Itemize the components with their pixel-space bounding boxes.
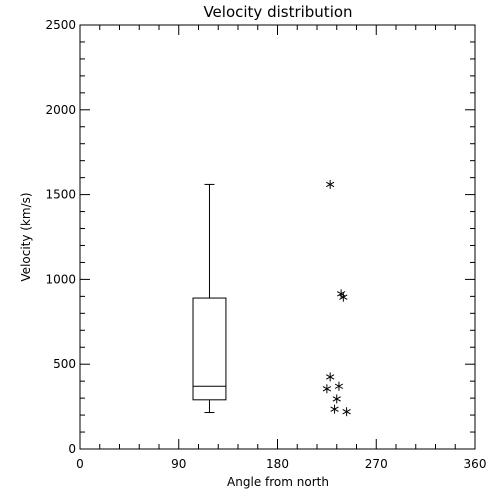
data-point: [332, 394, 341, 404]
data-points: [322, 179, 351, 417]
y-tick-label: 2000: [45, 103, 76, 117]
data-point: [322, 384, 332, 394]
y-axis-ticks: 0 500 1000 1500 2000 2500: [45, 18, 475, 456]
data-point: [326, 179, 335, 189]
data-point-stroke: [326, 181, 335, 188]
y-tick-label: 2500: [45, 18, 76, 32]
data-point-stroke: [322, 386, 332, 392]
x-axis-ticks: 0 90 180 270 360: [76, 25, 486, 471]
data-point: [334, 381, 344, 391]
x-tick-label: 0: [76, 457, 84, 471]
data-point-stroke: [330, 406, 339, 412]
chart-title: Velocity distribution: [203, 3, 352, 21]
y-tick-label: 1500: [45, 188, 76, 202]
x-tick-label: 180: [266, 457, 289, 471]
x-tick-label: 90: [171, 457, 186, 471]
x-tick-label: 360: [464, 457, 487, 471]
box-plot: [192, 183, 227, 414]
data-point: [326, 372, 335, 382]
data-point-stroke: [339, 294, 348, 300]
y-tick-label: 1000: [45, 272, 76, 286]
data-point-stroke: [332, 396, 341, 402]
plot-frame: [79, 24, 476, 450]
x-axis-label: Angle from north: [227, 475, 329, 489]
data-point: [342, 407, 351, 417]
data-point-stroke: [342, 409, 351, 415]
data-point-stroke: [326, 374, 335, 380]
data-point: [339, 292, 348, 302]
y-axis-label: Velocity (km/s): [19, 192, 33, 281]
box-iqr: [192, 297, 227, 401]
x-tick-label: 270: [365, 457, 388, 471]
data-point: [330, 404, 339, 414]
y-tick-label: 500: [53, 357, 76, 371]
y-tick-label: 0: [68, 442, 76, 456]
data-point-stroke: [334, 383, 344, 389]
